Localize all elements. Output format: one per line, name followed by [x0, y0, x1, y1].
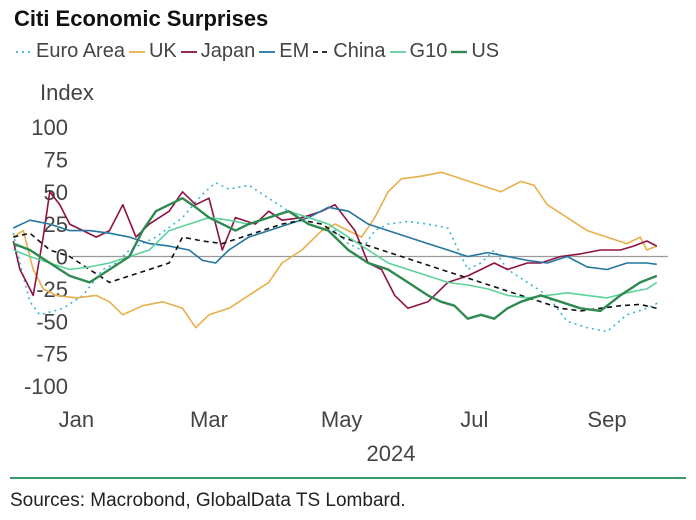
legend-item: Japan — [179, 40, 256, 63]
legend-item: US — [449, 40, 499, 63]
series-line-japan — [12, 191, 658, 310]
legend-label: Euro Area — [36, 40, 125, 62]
x-axis-year-label: 2024 — [367, 441, 416, 466]
y-tick-label: -75 — [36, 342, 68, 367]
x-tick-label: Jul — [460, 407, 488, 432]
series-line-us — [12, 197, 658, 320]
y-tick-label: 75 — [44, 147, 68, 172]
series-line-em — [12, 206, 657, 271]
legend-item: Euro Area — [14, 40, 125, 63]
legend-label: EM — [279, 40, 310, 62]
x-tick-label: May — [321, 407, 363, 432]
series-line-uk — [12, 171, 658, 329]
legend-swatch — [451, 50, 468, 53]
series-line-euro-area — [12, 181, 661, 333]
source-note: Sources: Macrobond, GlobalData TS Lombar… — [10, 490, 406, 511]
legend-label: UK — [148, 40, 177, 62]
legend-item: China — [311, 40, 386, 63]
series-line-china — [13, 219, 657, 312]
legend-swatch — [389, 50, 406, 53]
legend-swatch — [259, 50, 276, 53]
y-axis-label: Index — [40, 80, 94, 105]
y-tick-label: -100 — [24, 374, 68, 399]
legend-swatch — [313, 50, 330, 53]
legend-swatch — [180, 50, 197, 53]
y-tick-label: -25 — [36, 277, 68, 302]
chart-title: Citi Economic Surprises — [14, 6, 269, 31]
legend-item: UK — [127, 40, 177, 63]
legend-item: EM — [257, 40, 309, 63]
legend-label: Japan — [200, 40, 256, 62]
footer-divider — [10, 477, 686, 479]
y-tick-label: 100 — [31, 115, 68, 140]
x-tick-label: Jan — [59, 407, 94, 432]
y-tick-label: 0 — [56, 245, 68, 270]
series-line-g10 — [13, 210, 658, 299]
y-tick-label: 25 — [44, 212, 68, 237]
legend-label: China — [333, 40, 386, 62]
legend-swatch — [16, 50, 32, 53]
x-tick-label: Mar — [190, 407, 228, 432]
legend-swatch — [128, 50, 145, 53]
legend-label: US — [471, 40, 500, 62]
y-tick-label: -50 — [36, 309, 68, 334]
legend-label: G10 — [409, 40, 448, 62]
legend-item: G10 — [388, 40, 448, 63]
line-chart: 100 75 50 25 0 -25 -50 -75 -100 Jan Mar May Jul Sep 20… — [12, 115, 668, 466]
y-tick-label: 50 — [44, 180, 68, 205]
x-tick-label: Sep — [587, 407, 626, 432]
chart-legend: Euro Area UK Japan EM China G10 US — [14, 40, 501, 63]
